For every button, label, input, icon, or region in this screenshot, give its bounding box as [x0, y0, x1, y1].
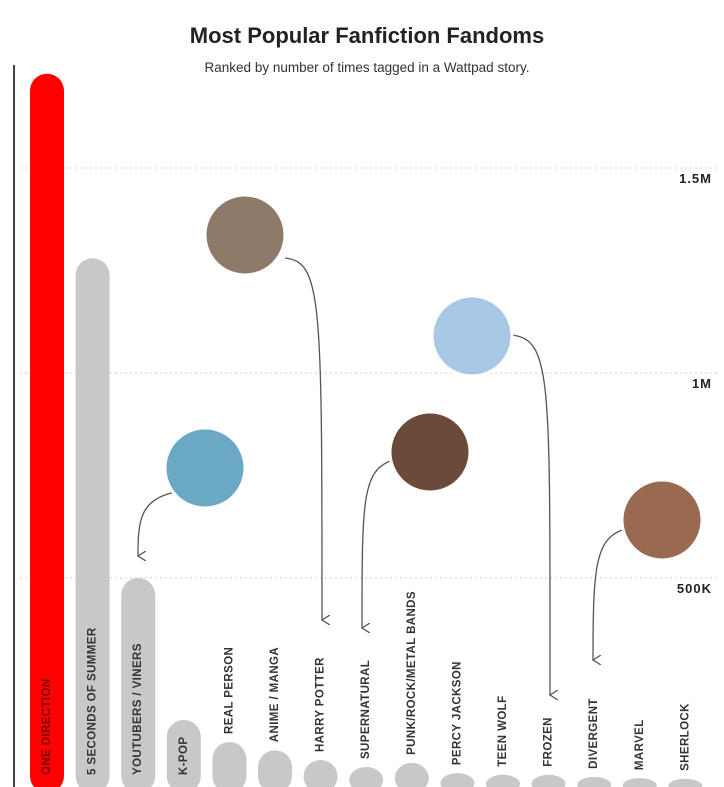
bar-label: PUNK/ROCK/METAL BANDS	[406, 591, 418, 755]
chart-title: Most Popular Fanfiction Fandoms	[190, 23, 544, 48]
portrait	[620, 478, 704, 562]
bar	[166, 719, 201, 787]
arrow	[511, 334, 550, 695]
bar	[531, 774, 566, 787]
bar	[212, 742, 247, 787]
bar	[668, 778, 703, 787]
bar	[622, 778, 657, 787]
y-tick-label: 1.5M	[679, 171, 712, 186]
bar-label: MARVEL	[634, 719, 646, 770]
bar-label: ONE DIRECTION	[41, 678, 53, 775]
bar-label: SHERLOCK	[679, 703, 691, 771]
bar-label: ANIME / MANGA	[269, 647, 281, 742]
portrait	[388, 410, 472, 494]
y-tick-label: 1M	[692, 376, 712, 391]
portrait	[430, 294, 514, 378]
bar-label: TEEN WOLF	[497, 695, 509, 766]
bar-label: REAL PERSON	[223, 647, 235, 734]
bar	[121, 578, 156, 787]
portraits	[163, 193, 704, 562]
bar	[394, 762, 429, 787]
portrait	[203, 193, 287, 277]
bar-label: 5 SECONDS OF SUMMER	[87, 627, 99, 775]
bar-label: FROZEN	[543, 717, 555, 767]
bar-label: K-POP	[178, 737, 190, 775]
chart-subtitle: Ranked by number of times tagged in a Wa…	[205, 60, 530, 75]
bar-label: YOUTUBERS / VINERS	[132, 643, 144, 775]
portrait	[163, 426, 247, 510]
bar-label: SUPERNATURAL	[360, 660, 372, 759]
y-tick-label: 500K	[677, 581, 712, 596]
bar	[75, 258, 110, 787]
bar	[349, 767, 384, 787]
grid: 500K 1M 1.5M	[20, 167, 720, 596]
bar	[486, 774, 520, 787]
arrow	[138, 491, 176, 556]
arrow	[593, 529, 623, 660]
bar	[258, 750, 292, 787]
bar-label: HARRY POTTER	[315, 657, 327, 752]
bar	[30, 73, 64, 787]
bar	[577, 776, 612, 787]
bar-label: PERCY JACKSON	[451, 661, 463, 765]
arrow	[362, 459, 394, 628]
bar-label: DIVERGENT	[588, 698, 600, 769]
annotations	[138, 257, 623, 695]
bar	[303, 760, 338, 787]
arrow	[284, 257, 322, 620]
bars: ONE DIRECTION 5 SECONDS OF SUMMER YOUTUBER…	[30, 73, 703, 787]
bar	[440, 773, 475, 787]
